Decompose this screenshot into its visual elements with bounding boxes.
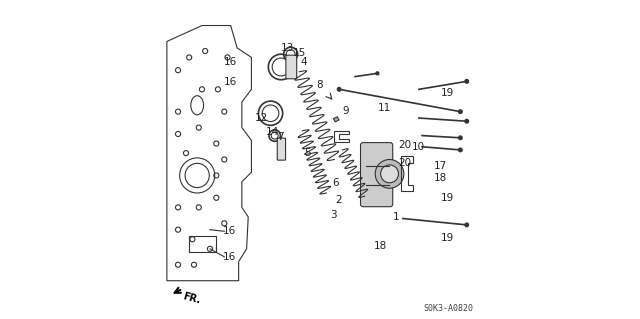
Text: S0K3-A0820: S0K3-A0820	[423, 304, 473, 313]
FancyBboxPatch shape	[286, 55, 297, 79]
Text: 3: 3	[330, 210, 337, 220]
Text: 19: 19	[441, 233, 454, 243]
Text: 4: 4	[300, 57, 307, 67]
Text: 12: 12	[254, 113, 268, 123]
Text: 19: 19	[441, 87, 454, 98]
Text: 18: 18	[434, 173, 447, 183]
FancyBboxPatch shape	[277, 138, 285, 160]
Text: 13: 13	[281, 43, 294, 53]
Text: 10: 10	[412, 142, 425, 152]
Text: 1: 1	[392, 212, 399, 222]
Text: 17: 17	[434, 161, 447, 171]
Text: 18: 18	[373, 241, 387, 251]
Circle shape	[465, 79, 468, 83]
Circle shape	[458, 136, 462, 140]
Circle shape	[465, 119, 468, 123]
Text: 16: 16	[223, 226, 236, 236]
Circle shape	[381, 165, 399, 183]
Circle shape	[376, 72, 379, 75]
Text: 20: 20	[398, 140, 411, 150]
Circle shape	[458, 110, 462, 114]
Text: 19: 19	[441, 193, 454, 203]
Text: 20: 20	[398, 158, 411, 168]
Text: 8: 8	[316, 79, 323, 90]
Text: 6: 6	[332, 178, 339, 189]
FancyBboxPatch shape	[360, 143, 393, 207]
Polygon shape	[333, 117, 339, 122]
Text: 16: 16	[223, 57, 237, 67]
Text: 16: 16	[223, 77, 237, 87]
Text: 9: 9	[342, 106, 349, 116]
Text: 15: 15	[292, 48, 306, 58]
Circle shape	[337, 87, 341, 91]
Text: 14: 14	[266, 127, 279, 137]
Text: 11: 11	[378, 103, 391, 114]
Circle shape	[458, 148, 462, 152]
Text: 5: 5	[305, 148, 311, 158]
Text: 7: 7	[277, 132, 284, 142]
Text: 16: 16	[223, 252, 236, 262]
Circle shape	[375, 160, 404, 188]
Text: FR.: FR.	[181, 291, 201, 305]
Text: 2: 2	[335, 195, 342, 205]
Circle shape	[465, 223, 468, 227]
